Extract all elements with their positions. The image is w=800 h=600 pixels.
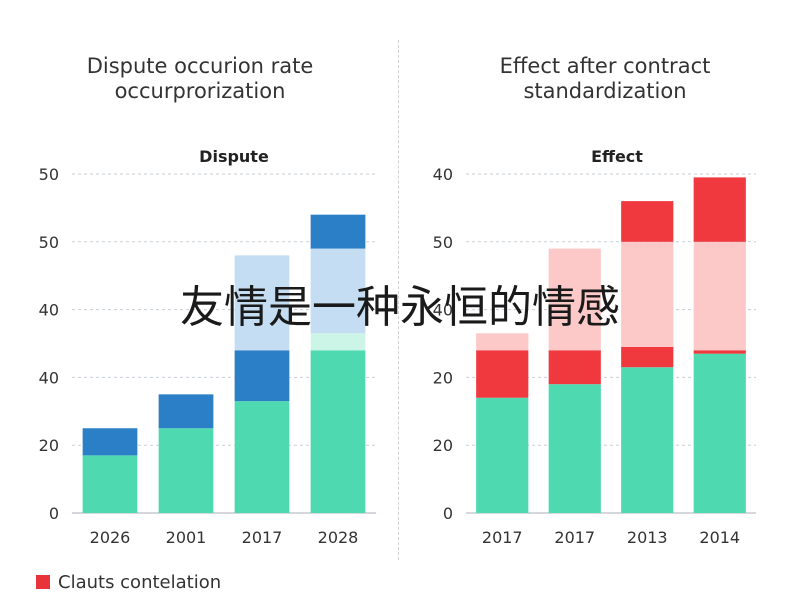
y-tick-label: 40: [39, 301, 59, 320]
legend-label: Clauts contelation: [58, 571, 222, 593]
x-tick-label: 2026: [90, 528, 131, 547]
y-tick-label: 50: [433, 233, 453, 252]
panel-divider: [398, 40, 399, 560]
y-tick-label: 40: [433, 301, 453, 320]
bar-segment: [621, 241, 674, 347]
bar-segment: [693, 353, 746, 513]
bar-segment: [693, 241, 746, 351]
bar-segment: [82, 428, 138, 456]
chart-subtitle: Effect: [591, 147, 643, 166]
bar-segment: [158, 394, 214, 429]
bar-segment: [82, 455, 138, 513]
bar-segment: [158, 428, 214, 513]
bar-segment: [621, 367, 674, 513]
bar-segment: [310, 333, 366, 351]
y-tick-label: 0: [443, 504, 453, 523]
bar-segment: [234, 401, 290, 513]
bar-segment: [548, 248, 601, 351]
bar-segment: [548, 384, 601, 513]
bar-segment: [234, 255, 290, 351]
chart-subtitle: Dispute: [199, 147, 269, 166]
bar-segment: [476, 350, 529, 398]
overlay-caption: 友情是一种永恒的情感: [180, 282, 620, 333]
bar-segment: [693, 177, 746, 242]
x-tick-label: 2013: [627, 528, 668, 547]
bar-segment: [310, 350, 366, 513]
bar-segment: [548, 350, 601, 385]
bar-segment: [234, 350, 290, 402]
left-chart-title: Dispute occurion rate occurprorization: [86, 54, 314, 103]
x-tick-label: 2028: [318, 528, 359, 547]
right-chart-title: Effect after contract standardization: [499, 54, 711, 103]
bar-segment: [621, 201, 674, 242]
legend: Clauts contelation: [36, 570, 221, 594]
y-tick-label: 40: [433, 165, 453, 184]
y-tick-label: 50: [39, 233, 59, 252]
dispute-chart: Dispute 0 20 40 40 50 50 2026 2001 2017 2028: [39, 147, 376, 547]
bar-segment: [476, 397, 529, 513]
x-tick-label: 2001: [166, 528, 207, 547]
y-tick-label: 40: [39, 368, 59, 387]
y-tick-label: 20: [433, 436, 453, 455]
bar-segment: [476, 333, 529, 351]
effect-chart: Effect 0 20 20 40 50 40 2017 2017 2013 2014: [433, 147, 756, 547]
x-tick-label: 2017: [242, 528, 283, 547]
bar-segment: [693, 350, 746, 354]
x-tick-label: 2014: [699, 528, 740, 547]
y-tick-label: 0: [49, 504, 59, 523]
legend-swatch: [36, 575, 50, 589]
y-tick-label: 20: [433, 368, 453, 387]
y-tick-label: 50: [39, 165, 59, 184]
x-tick-label: 2017: [554, 528, 595, 547]
bar-segment: [310, 214, 366, 249]
bar-segment: [621, 346, 674, 368]
y-tick-label: 20: [39, 436, 59, 455]
x-tick-label: 2017: [482, 528, 523, 547]
bar-segment: [310, 248, 366, 334]
